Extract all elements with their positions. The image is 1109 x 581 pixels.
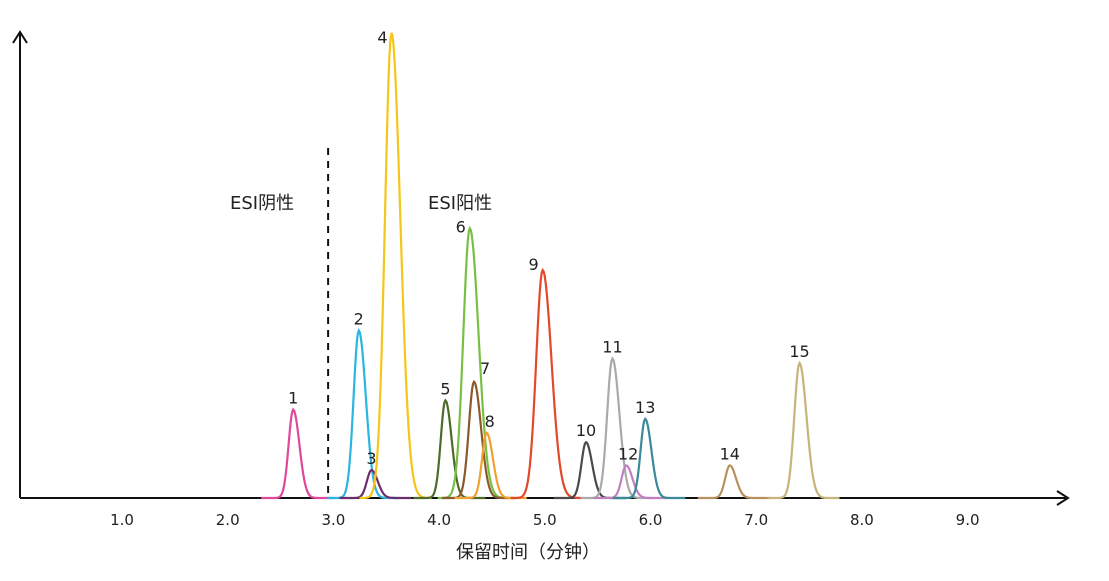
peak-14 — [697, 464, 770, 500]
x-tick-label: 9.0 — [956, 511, 980, 529]
x-tick-label: 3.0 — [321, 511, 345, 529]
peak-label-15: 15 — [789, 342, 809, 361]
peak-label-4: 4 — [377, 28, 387, 47]
peak-label-5: 5 — [440, 379, 450, 398]
peak-4 — [359, 32, 432, 500]
y-axis-arrow — [12, 30, 28, 44]
peak-label-7: 7 — [480, 359, 490, 378]
esi-negative-label: ESI阴性 — [230, 193, 294, 214]
peak-label-14: 14 — [720, 444, 740, 463]
peak-label-10: 10 — [576, 421, 596, 440]
peak-7 — [442, 379, 514, 500]
x-tick-label: 2.0 — [216, 511, 240, 529]
peak-label-3: 3 — [366, 449, 376, 468]
peaks-group — [261, 32, 840, 500]
peak-label-8: 8 — [485, 412, 495, 431]
peak-label-2: 2 — [354, 310, 364, 329]
x-tick-label: 4.0 — [427, 511, 451, 529]
peak-2 — [326, 327, 399, 500]
x-axis-ticks: 1.0 2.0 3.0 4.0 5.0 6.0 7.0 8.0 9.0 — [110, 511, 979, 529]
peak-11 — [580, 356, 653, 500]
peak-6 — [437, 225, 510, 500]
peak-5 — [413, 398, 486, 500]
x-tick-label: 1.0 — [110, 511, 134, 529]
peak-15 — [767, 360, 840, 500]
peak-9 — [510, 267, 583, 500]
x-tick-label: 6.0 — [639, 511, 663, 529]
x-axis-label: 保留时间（分钟） — [456, 542, 600, 563]
peak-label-13: 13 — [635, 398, 655, 417]
peak-label-6: 6 — [456, 217, 466, 236]
esi-positive-label: ESI阳性 — [428, 193, 492, 214]
peak-13 — [613, 416, 686, 500]
peak-12 — [594, 464, 667, 500]
x-tick-label: 5.0 — [533, 511, 557, 529]
x-axis-arrow — [1056, 490, 1070, 506]
peak-1 — [261, 407, 334, 500]
x-tick-label: 8.0 — [850, 511, 874, 529]
peak-label-12: 12 — [618, 444, 638, 463]
peak-label-1: 1 — [288, 389, 298, 408]
peak-label-9: 9 — [528, 255, 538, 274]
x-tick-label: 7.0 — [744, 511, 768, 529]
peak-label-11: 11 — [602, 338, 622, 357]
